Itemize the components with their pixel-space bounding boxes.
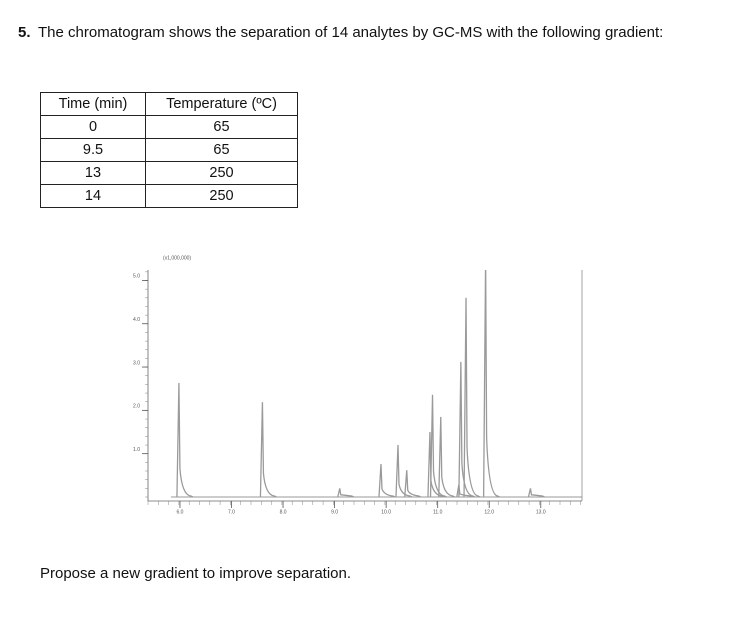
peak bbox=[482, 270, 500, 498]
x-tick-label: 13.0 bbox=[536, 509, 546, 515]
y-tick-label: 3.0 bbox=[133, 360, 140, 366]
table-body: 0 65 9.5 65 13 250 14 250 bbox=[40, 115, 298, 208]
x-tick-label: 6.0 bbox=[176, 509, 183, 515]
gradient-table: Time (min) Temperature (ºC) 0 65 9.5 65 13 25… bbox=[40, 92, 298, 208]
peak bbox=[456, 484, 474, 498]
prompt: Propose a new gradient to improve separa… bbox=[40, 565, 352, 582]
y-multiplier: (x1,000,000) bbox=[163, 255, 191, 261]
peak bbox=[404, 470, 422, 498]
chromatogram: (x1,000,000) 1.0 2.0 3.0 4.0 5.0 6.0 7.0 8.0 9.0… bbox=[133, 255, 583, 515]
question-text: The chromatogram shows the separation of… bbox=[38, 24, 664, 41]
table-row: 14 250 bbox=[40, 184, 298, 208]
plot-area bbox=[170, 270, 582, 498]
table-row: 9.5 65 bbox=[40, 138, 298, 162]
x-tick-label: 9.0 bbox=[331, 509, 338, 515]
x-tick-label: 12.0 bbox=[484, 509, 494, 515]
y-tick-label: 1.0 bbox=[133, 447, 140, 453]
peak bbox=[458, 361, 476, 498]
peak bbox=[429, 394, 447, 498]
y-tick-label: 4.0 bbox=[133, 317, 140, 323]
table-row: 0 65 bbox=[40, 115, 298, 139]
table-cell: 9.5 bbox=[40, 138, 146, 162]
x-tick-label: 10.0 bbox=[381, 509, 391, 515]
peak bbox=[378, 464, 396, 498]
peak bbox=[527, 488, 545, 498]
y-tick-label: 2.0 bbox=[133, 404, 140, 410]
y-tick-label: 5.0 bbox=[133, 274, 140, 280]
question-number: 5. bbox=[18, 24, 31, 41]
x-tick-label: 11.0 bbox=[433, 509, 443, 515]
peak bbox=[438, 416, 456, 498]
peak bbox=[259, 402, 277, 498]
table-cell: 65 bbox=[145, 138, 298, 162]
table-cell: 250 bbox=[145, 184, 298, 208]
x-tick-label: 7.0 bbox=[228, 509, 235, 515]
peak bbox=[395, 444, 413, 498]
peak bbox=[176, 383, 194, 498]
x-tick-label: 8.0 bbox=[280, 509, 287, 515]
peak bbox=[337, 488, 355, 498]
table-cell: 65 bbox=[145, 115, 298, 139]
peak bbox=[463, 297, 481, 498]
question: 5. The chromatogram shows the separation … bbox=[18, 20, 715, 45]
